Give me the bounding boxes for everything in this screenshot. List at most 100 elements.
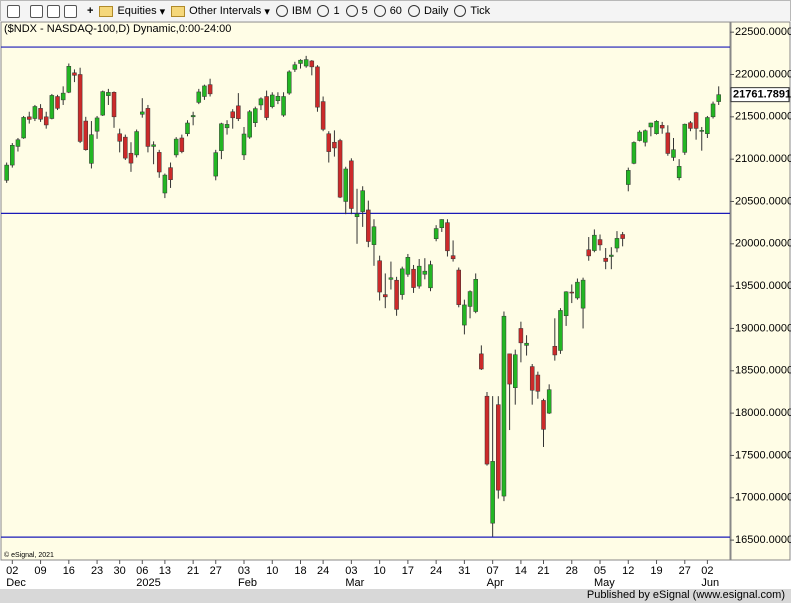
candle-body — [659, 125, 665, 129]
tool-icon[interactable] — [7, 4, 24, 18]
candle-body — [106, 92, 111, 96]
candle-body — [626, 170, 631, 185]
y-tick-label: 17500.0000 — [735, 449, 791, 461]
x-tick-label: 10 — [266, 565, 278, 577]
button-label: 60 — [389, 5, 402, 17]
y-tick-label: 22000.0000 — [735, 68, 791, 80]
candle-body — [275, 95, 281, 101]
x-tick-label: 24 — [430, 565, 442, 577]
interval-button[interactable]: Daily — [407, 5, 449, 17]
interval-button[interactable]: 60 — [373, 5, 402, 17]
x-tick-label: 16 — [63, 565, 75, 577]
candle-body — [524, 342, 529, 346]
candle-body — [179, 137, 185, 152]
plot-area — [0, 21, 731, 561]
candle-body — [258, 98, 264, 106]
x-tick-label: 27 — [210, 565, 222, 577]
x-tick-label: 13 — [159, 565, 171, 577]
candle-body — [433, 228, 439, 239]
candle-body — [654, 121, 659, 134]
candle-body — [286, 71, 292, 94]
candle-body — [173, 138, 179, 156]
candle-body — [597, 239, 603, 246]
interval-button[interactable]: 1 — [317, 5, 340, 17]
x-tick-label: 24 — [317, 565, 329, 577]
month-label: Mar — [345, 577, 364, 589]
candle-body — [32, 106, 38, 119]
intervals-menu[interactable]: Other Intervals ▾ — [171, 5, 270, 18]
candle-body — [586, 249, 591, 257]
candle-body — [4, 164, 9, 181]
chart: ($NDX - NASDAQ-100,D) Dynamic,0:00-24:00… — [0, 21, 791, 589]
candle-body — [609, 254, 614, 257]
month-label: May — [594, 577, 615, 589]
month-label: Feb — [238, 577, 257, 589]
candle-body — [202, 85, 207, 97]
candle-body — [230, 111, 235, 119]
month-label: Apr — [487, 577, 504, 589]
candle-body — [10, 145, 15, 166]
candle-body — [575, 281, 580, 299]
candle-body — [117, 133, 122, 142]
interval-button[interactable]: Tick — [454, 5, 490, 17]
x-tick-label: 06 — [136, 565, 148, 577]
candle-body — [377, 260, 382, 293]
candle-body — [100, 91, 105, 116]
interval-button[interactable]: 5 — [345, 5, 368, 17]
x-tick-label: 05 — [594, 565, 606, 577]
candle-body — [479, 353, 484, 370]
candle-body — [253, 108, 258, 123]
x-tick-label: 17 — [402, 565, 414, 577]
candle-body — [383, 294, 388, 298]
y-tick-label: 17000.0000 — [735, 492, 791, 504]
button-label: IBM — [291, 5, 312, 17]
candle-body — [705, 117, 710, 134]
button-label: Daily — [423, 5, 449, 17]
candle-body — [145, 108, 151, 147]
equities-menu[interactable]: Equities ▾ — [99, 5, 165, 18]
candle-body — [405, 257, 411, 275]
candle-body — [450, 255, 456, 260]
candle-body — [326, 133, 332, 152]
candle-body — [642, 130, 648, 143]
candle-body — [66, 66, 72, 93]
menu-label: Other Intervals — [189, 5, 262, 17]
candle-body — [360, 190, 365, 212]
candle-body — [270, 94, 275, 107]
candle-body — [592, 234, 597, 251]
candle-body — [428, 264, 433, 289]
toolbar: + Equities ▾ Other Intervals ▾ IBM 1 5 6… — [0, 0, 791, 22]
x-tick-label: 02 — [701, 565, 713, 577]
footer-text: Published by eSignal (www.esignal.com) — [586, 589, 785, 601]
add-button[interactable]: + — [87, 5, 94, 17]
x-tick-label: 30 — [114, 565, 126, 577]
candle-body — [496, 404, 501, 491]
candle-body — [354, 213, 360, 217]
candle-body — [603, 257, 608, 262]
x-tick-label: 27 — [679, 565, 691, 577]
candle-body — [21, 117, 26, 139]
candle-body — [343, 168, 348, 202]
candle-body — [190, 115, 196, 118]
candle-body — [614, 238, 620, 249]
tool-icon[interactable] — [30, 4, 81, 18]
candle-body — [134, 131, 139, 156]
candle-body — [462, 304, 467, 326]
x-tick-label: 21 — [537, 565, 549, 577]
candle-body — [196, 91, 202, 103]
candle-body — [320, 101, 326, 130]
copyright: © eSignal, 2021 — [4, 551, 54, 559]
candle-body — [140, 111, 145, 115]
candle-body — [213, 152, 218, 177]
x-tick-label: 19 — [650, 565, 662, 577]
x-tick-label: 14 — [515, 565, 527, 577]
y-tick-label: 20000.0000 — [735, 238, 791, 250]
button-label: 1 — [333, 5, 340, 17]
candle-body — [693, 112, 699, 129]
candle-body — [337, 140, 343, 198]
y-tick-label: 21500.0000 — [735, 111, 791, 123]
button-label: Tick — [470, 5, 491, 17]
candle-body — [541, 400, 546, 430]
symbol-button[interactable]: IBM — [275, 5, 312, 17]
